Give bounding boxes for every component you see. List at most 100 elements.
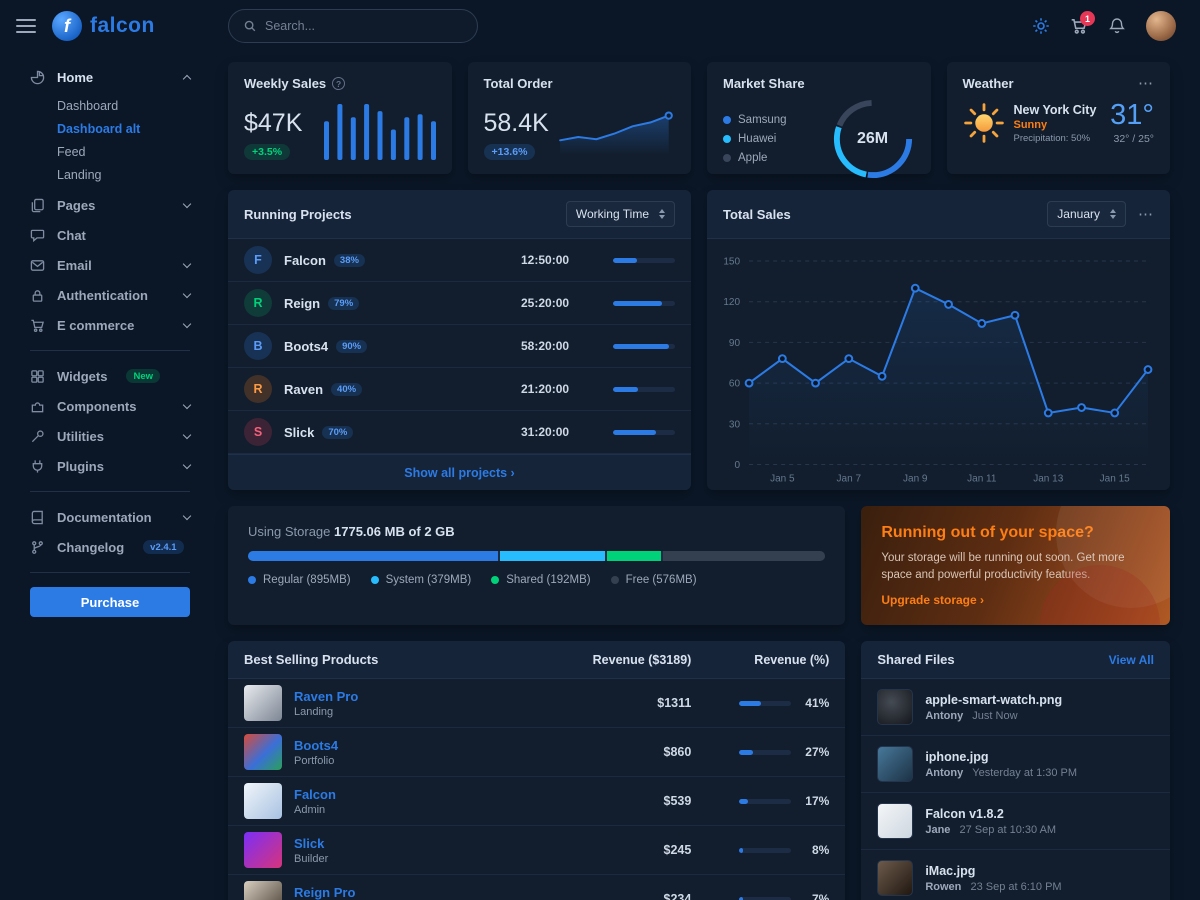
upgrade-storage-link[interactable]: Upgrade storage › [881,593,985,608]
product-category: Admin [294,803,326,816]
user-avatar[interactable] [1146,11,1176,41]
sidebar-item-documentation[interactable]: Documentation [30,502,192,532]
cart-icon[interactable]: 1 [1070,11,1095,35]
tables-row: Best Selling Products Revenue ($3189) Re… [228,641,1170,900]
product-name-link[interactable]: Boots4 [294,737,339,753]
brand-name: falcon [90,14,155,37]
list-item[interactable]: iphone.jpg Antony Yesterday at 1:30 PM [861,736,1170,794]
market-share-legend: Samsung Huawei Apple [723,114,787,164]
copy-pages-icon [30,198,46,213]
sidebar-item-changelog[interactable]: Changelog v2.4.1 [30,532,190,562]
sidebar-item-authentication[interactable]: Authentication [30,280,192,310]
sidebar-item-ecommerce[interactable]: E commerce [30,310,192,340]
sidebar-item-components[interactable]: Components [30,391,192,421]
weekly-sales-badge: +3.5% [244,144,291,160]
sidebar-item-label: Widgets [57,368,108,384]
month-select[interactable]: January [1047,201,1126,227]
project-avatar: R [244,375,272,403]
sidebar-home-submenu: Dashboard Dashboard alt Feed Landing [30,92,190,190]
purchase-button[interactable]: Purchase [30,587,190,617]
storage-segment-free [663,551,826,561]
storage-segment-system [499,551,606,561]
market-share-chart [833,99,912,179]
shared-files-title: Shared Files [877,652,955,668]
sidebar-item-email[interactable]: Email [30,250,192,280]
working-time-select[interactable]: Working Time [565,201,675,227]
project-name-link[interactable]: Slick [284,424,315,440]
project-time: 31:20:00 [521,425,570,439]
product-name-link[interactable]: Slick [294,835,325,851]
sidebar-item-utilities[interactable]: Utilities [30,421,192,451]
svg-text:Jan 11: Jan 11 [967,474,997,485]
brand-logo[interactable]: f falcon [52,11,155,41]
sidebar-item-label: Documentation [57,509,152,525]
card-menu-icon[interactable]: ⋯ [1138,75,1154,92]
list-item[interactable]: iMac.jpg Rowen 23 Sep at 6:10 PM [861,850,1170,900]
settings-gear-icon[interactable] [1032,17,1050,35]
list-item[interactable]: apple-smart-watch.png Antony Just Now [861,679,1170,737]
lock-icon [30,288,46,303]
project-row: B Boots4 90% 58:20:00 [228,325,691,368]
sidebar-item-plugins[interactable]: Plugins [30,451,192,481]
svg-text:0: 0 [734,460,740,471]
revenue-percent-column-header: Revenue (%) [754,652,830,667]
wrench-icon [30,429,46,444]
legend-item: System (379MB) [370,574,471,586]
project-time: 21:20:00 [521,382,570,396]
view-all-link[interactable]: View All [1108,652,1154,667]
sidebar-item-feed[interactable]: Feed [57,144,86,159]
project-name-link[interactable]: Reign [284,295,321,311]
search-input[interactable] [265,19,463,33]
file-thumbnail [877,803,914,840]
list-item[interactable]: Falcon v1.8.2 Jane 27 Sep at 10:30 AM [861,793,1170,851]
svg-text:90: 90 [729,338,741,349]
best-selling-title: Best Selling Products [244,652,379,668]
revenue-progress-bar [739,847,792,853]
total-order-value: 58.4K [483,108,549,137]
table-row: Reign Pro Agency $234 7% [228,875,845,900]
project-name-link[interactable]: Boots4 [284,338,329,354]
table-row: Raven Pro Landing $1311 41% [228,679,846,729]
file-thumbnail [877,860,914,897]
file-author: Antony [925,766,964,779]
storage-progress-bar [248,551,826,561]
project-row: S Slick 70% 31:20:00 [228,411,691,454]
menu-toggle-button[interactable] [16,19,36,33]
product-name-link[interactable]: Reign Pro [294,884,356,900]
sidebar-item-chat[interactable]: Chat [30,220,190,250]
file-time: Just Now [972,709,1018,722]
total-sales-chart-area: 0 30 60 90 120 150 Jan 5 Jan 7 Jan 9 Jan 11 Jan 13… [707,239,1170,490]
weather-title: Weather [962,76,1014,91]
sidebar-item-dashboard-alt[interactable]: Dashboard alt [57,121,141,136]
project-name-link[interactable]: Falcon [284,252,326,268]
sidebar-item-dashboard[interactable]: Dashboard [57,98,119,113]
product-name-link[interactable]: Falcon [294,786,336,802]
sidebar-item-home[interactable]: Home [30,62,192,92]
info-icon[interactable]: ? [332,77,346,90]
chevron-down-icon [182,319,192,328]
revenue-progress-bar [739,700,792,706]
cart-badge: 1 [1080,11,1095,26]
notifications-bell-icon[interactable] [1108,17,1126,35]
sidebar-item-pages[interactable]: Pages [30,190,192,220]
weather-precipitation: Precipitation: 50% [1013,132,1091,144]
project-avatar: S [244,418,272,446]
project-name-link[interactable]: Raven [284,381,324,397]
storage-label: Using Storage [248,524,331,539]
sidebar-divider [30,572,190,573]
weekly-sales-chart [323,104,436,160]
running-projects-card: Running Projects Working Time F Falcon 3… [228,190,691,490]
sidebar-item-label: Components [57,398,137,414]
storage-segment-shared [607,551,662,561]
sidebar-item-landing[interactable]: Landing [57,167,102,182]
table-row: Falcon Admin $539 17% [228,777,846,827]
sidebar-item-widgets[interactable]: Widgets New [30,361,190,391]
show-all-projects-link[interactable]: Show all projects › [404,466,515,480]
card-menu-icon[interactable]: ⋯ [1138,205,1154,223]
revenue-percent: 8% [811,843,830,858]
search-box [228,9,478,43]
market-share-title: Market Share [723,76,805,91]
chevron-down-icon [182,199,192,208]
storage-card: Using Storage 1775.06 MB of 2 GB Regular… [228,506,846,626]
product-name-link[interactable]: Raven Pro [294,688,359,704]
